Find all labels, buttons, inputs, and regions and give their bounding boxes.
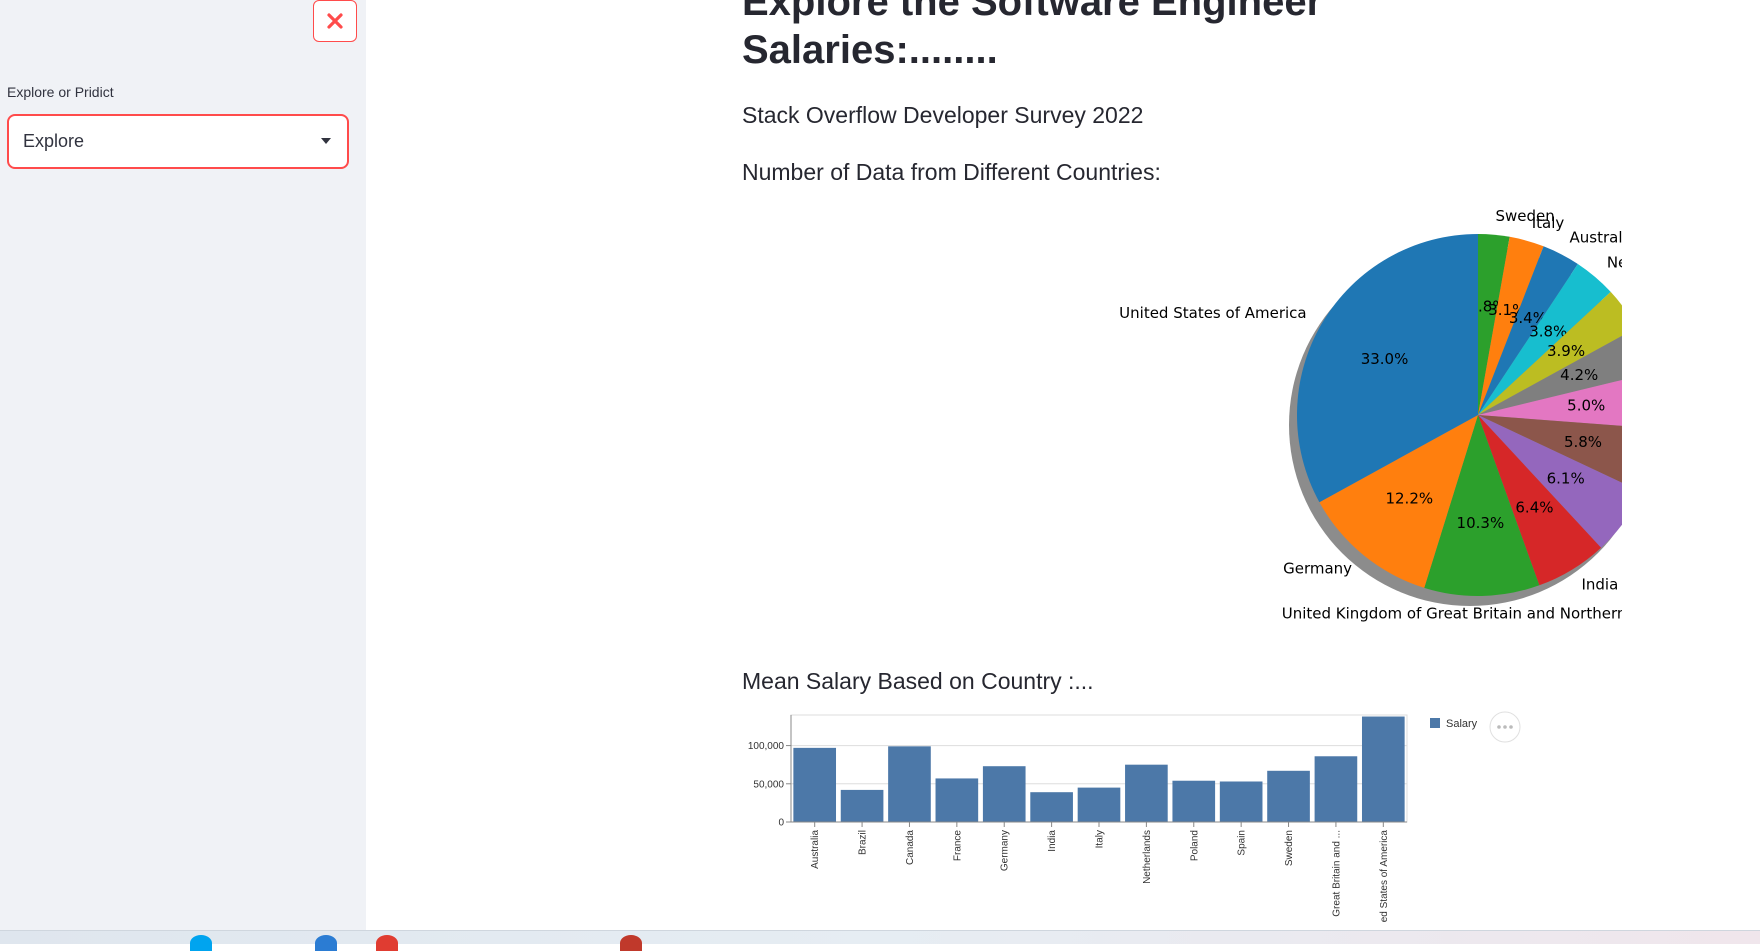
x-tick-label: Brazil (858, 830, 869, 855)
page-subtitle: Stack Overflow Developer Survey 2022 (742, 102, 1144, 128)
close-sidebar-button[interactable] (313, 0, 357, 42)
explore-predict-select[interactable]: Explore (7, 114, 349, 169)
pie-category-label: Italy (1532, 214, 1565, 232)
chrome-icon[interactable] (376, 935, 398, 951)
ellipsis-icon (1497, 725, 1501, 729)
ellipsis-icon (1509, 725, 1513, 729)
pie-category-label: Germany (1283, 560, 1352, 578)
browser-icon[interactable] (190, 935, 212, 951)
bar-sweden (1267, 770, 1310, 822)
pie-pct-label: 5.8% (1564, 433, 1602, 451)
x-tick-label: Sweden (1284, 830, 1295, 866)
y-tick-label: 0 (778, 818, 784, 829)
pie-pct-label: 5.0% (1567, 397, 1605, 415)
pie-pct-label: 10.3% (1457, 514, 1505, 532)
pie-chart: 2.8%Sweden3.1%Italy3.4%Australia3.8%Neth… (1119, 207, 1622, 623)
main-content: Explore the Software Engineer Salaries:.… (366, 0, 1760, 930)
x-tick-label: Australia (810, 830, 821, 869)
bar-italy (1077, 787, 1121, 822)
x-tick-label: ed States of America (1379, 830, 1390, 923)
pie-slice-united-kingdom-of-great-britain-and-northern-ireland (1424, 415, 1540, 596)
sidebar: Explore or Pridict Explore (0, 0, 366, 943)
pie-category-label: United States of America (1119, 304, 1306, 322)
close-icon (327, 13, 343, 29)
pie-slice-poland (1478, 335, 1622, 415)
bar-spain (1219, 781, 1263, 822)
pie-pct-label: 6.1% (1547, 470, 1585, 488)
pie-slice-united-states-of-america (1297, 234, 1478, 503)
select-label: Explore or Pridict (7, 84, 114, 100)
pie-pct-label: 3.1% (1488, 301, 1526, 319)
pie-slice-france (1478, 415, 1622, 483)
pie-slice-germany (1319, 415, 1478, 588)
y-tick-label: 50,000 (753, 779, 784, 790)
x-tick-label: Canada (905, 830, 916, 865)
pie-slice-spain (1478, 291, 1622, 415)
bar-poland (1172, 780, 1216, 822)
ellipsis-icon (1503, 725, 1507, 729)
x-tick-label: Poland (1189, 830, 1200, 861)
pie-category-label: United Kingdom of Great Britain and Nort… (1282, 605, 1622, 623)
pie-chart-heading: Number of Data from Different Countries: (742, 159, 1161, 185)
legend-label: Salary (1446, 718, 1478, 730)
pie-pct-label: 33.0% (1361, 350, 1409, 368)
bar-chart: 0 50,000 100,000 Australia Brazil Canada Franc… (748, 711, 1521, 923)
pie-category-label: India (1581, 576, 1618, 594)
legend-swatch (1430, 718, 1440, 728)
pie-pct-label: 12.2% (1385, 490, 1433, 508)
pie-category-label: Australia (1570, 229, 1622, 247)
pie-slice-sweden (1478, 234, 1510, 415)
app-icon-2[interactable] (620, 935, 642, 951)
page-title: Explore the Software Engineer Salaries:.… (742, 0, 1323, 72)
pie-category-label: Netherlands (1607, 254, 1622, 272)
x-tick-label: Spain (1237, 830, 1248, 856)
pie-category-label: Sweden (1495, 207, 1554, 225)
bar-germany (982, 766, 1026, 822)
chart-actions-menu-button[interactable] (1489, 711, 1521, 743)
bar-united-kingdom-of-great-britain-and-northern-ireland (1314, 756, 1358, 822)
pie-pct-label: 3.9% (1547, 342, 1585, 360)
pie-slice-netherlands (1478, 264, 1611, 415)
x-tick-label: India (1047, 830, 1058, 852)
bar-brazil (840, 789, 884, 822)
pie-slice-australia (1478, 246, 1578, 415)
bar-netherlands (1125, 764, 1168, 822)
x-tick-label: Italy (1095, 830, 1106, 848)
bar-india (1030, 792, 1073, 822)
pie-slice-canada (1478, 415, 1622, 548)
app-icon[interactable] (315, 935, 337, 951)
bar-australia (793, 747, 837, 822)
bar-chart-heading: Mean Salary Based on Country :... (742, 668, 1094, 694)
bar-united-states-of-america (1361, 716, 1405, 822)
x-tick-label: Great Britain and ... (1331, 830, 1342, 917)
pie-slice-india (1478, 415, 1602, 586)
pie-pct-label: 6.4% (1515, 498, 1553, 516)
bar-france (935, 778, 979, 822)
os-taskbar (0, 930, 1760, 951)
chevron-down-icon (321, 138, 331, 144)
x-tick-label: Germany (1000, 830, 1011, 871)
pie-pct-label: 3.4% (1509, 309, 1547, 327)
pie-slice-brazil (1478, 379, 1622, 426)
y-tick-label: 100,000 (748, 741, 785, 752)
pie-pct-label: 4.2% (1560, 366, 1598, 384)
x-tick-label: Netherlands (1142, 830, 1153, 884)
select-value: Explore (23, 131, 85, 151)
bar-canada (888, 746, 931, 822)
pie-pct-label: 3.8% (1529, 323, 1567, 341)
pie-slice-italy (1478, 236, 1544, 415)
x-tick-label: France (952, 830, 963, 862)
